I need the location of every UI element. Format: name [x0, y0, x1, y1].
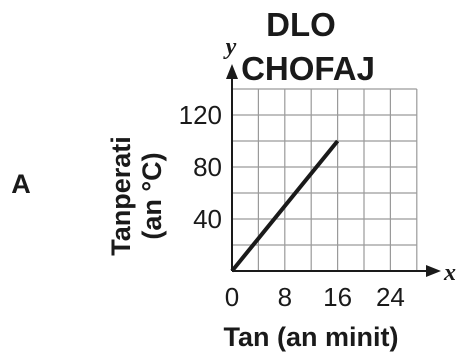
chart-grid: [232, 88, 418, 271]
chart-title-line-1: DLO: [266, 6, 336, 43]
series-line: [230, 139, 340, 273]
y-axis-label-line-1: Tanperati: [106, 136, 136, 256]
x-tick-label: 16: [323, 282, 352, 312]
chart-title-line-2: CHOFAJ: [241, 50, 375, 87]
y-axis-letter: y: [223, 34, 237, 60]
x-tick-label: 24: [376, 282, 405, 312]
y-axis-label-line-2: (an °C): [137, 152, 167, 239]
chart-tick-labels: 0 8 16 24 40 80 120: [179, 100, 405, 312]
option-label: A: [11, 169, 31, 199]
x-axis-label: Tan (an minit): [224, 322, 399, 352]
y-tick-label: 40: [193, 204, 222, 234]
x-tick-label: 0: [225, 282, 239, 312]
y-tick-label: 80: [193, 152, 222, 182]
x-axis-arrow: [426, 265, 441, 277]
chart-series: [230, 139, 340, 273]
y-tick-label: 120: [179, 100, 222, 130]
x-axis-letter: x: [443, 260, 456, 286]
chart-axes: [226, 64, 441, 277]
y-axis-arrow: [226, 64, 238, 79]
x-tick-label: 8: [278, 282, 292, 312]
